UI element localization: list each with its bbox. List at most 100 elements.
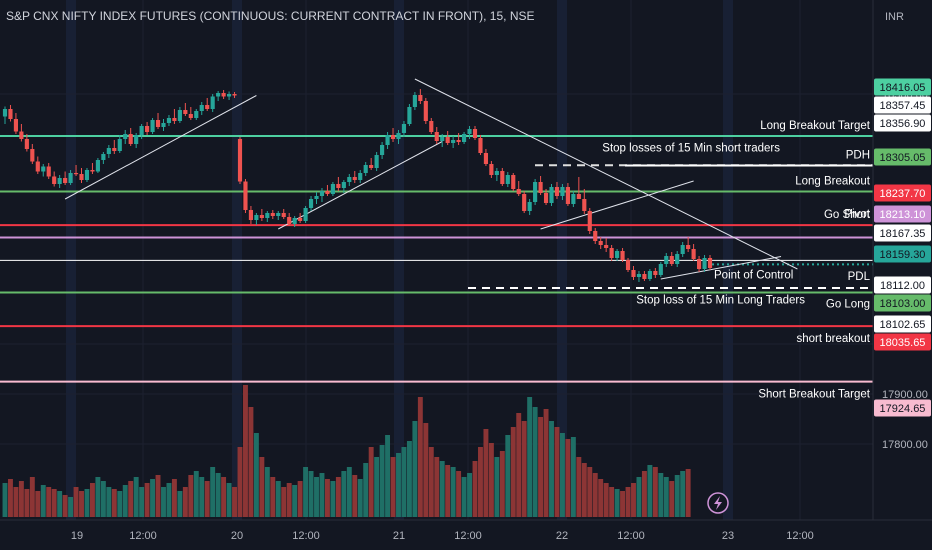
volume-bar <box>46 487 52 517</box>
volume-bar <box>40 485 46 517</box>
candle-body <box>24 139 29 149</box>
candle <box>401 121 407 137</box>
candle <box>483 149 489 166</box>
candle <box>604 238 609 252</box>
price-badge-background <box>874 245 931 263</box>
volume-bar <box>532 407 538 517</box>
volume-bar <box>215 473 221 517</box>
level-annotations: Long Breakout Target PDH Stop losses of 15… <box>602 120 871 401</box>
candle-body <box>128 134 133 144</box>
price-badge-text: 17924.65 <box>880 403 926 415</box>
volume-bar <box>210 467 216 517</box>
candle-body <box>63 178 68 183</box>
candle <box>95 158 100 173</box>
price-badge-background <box>874 148 931 166</box>
candle-body <box>19 131 24 139</box>
candle <box>150 118 155 134</box>
candle <box>620 248 625 262</box>
volume-bar <box>587 467 593 517</box>
volume-bar <box>18 481 24 517</box>
candle <box>210 94 215 112</box>
candle-body <box>194 111 199 118</box>
candle-body <box>112 148 117 151</box>
candle <box>511 173 516 191</box>
volume-bar <box>84 489 90 517</box>
candle <box>183 103 188 116</box>
time-tick-label: 22 <box>556 530 568 542</box>
candle <box>423 98 428 124</box>
candle <box>374 152 379 171</box>
candle-body <box>445 137 450 143</box>
candle <box>79 168 84 183</box>
candle-body <box>571 194 576 204</box>
go-short-label: Go Short <box>824 209 871 221</box>
candle <box>434 127 439 144</box>
candle-body <box>303 208 308 221</box>
volume-bar <box>510 427 516 517</box>
candle <box>270 210 275 219</box>
candle <box>216 91 221 101</box>
candle-body <box>330 184 335 194</box>
volume-bar <box>248 407 254 517</box>
volume-bar <box>401 447 407 517</box>
candle <box>199 102 204 115</box>
volume-bar <box>658 473 664 517</box>
volume-bar <box>346 467 352 517</box>
volume-bar <box>292 485 298 517</box>
candle <box>658 262 663 277</box>
candle <box>516 181 521 196</box>
candle-body <box>270 213 275 216</box>
candle-body <box>347 177 352 182</box>
point-of-control-label: Point of Control <box>714 269 793 281</box>
volume-bar <box>614 489 620 517</box>
candle-body <box>467 129 472 134</box>
volume-bar <box>478 447 483 517</box>
volume-bar <box>270 477 276 517</box>
volume-bar <box>204 481 210 517</box>
candle-body <box>188 114 193 118</box>
volume-bar <box>57 491 63 517</box>
volume-bars <box>2 385 691 517</box>
price-badge-text: 18112.00 <box>880 280 925 292</box>
candle <box>155 113 161 129</box>
candle <box>593 228 598 244</box>
candle <box>647 269 652 281</box>
volume-bar <box>598 479 604 517</box>
volume-bar <box>182 487 188 517</box>
volume-bar <box>538 417 544 517</box>
candle-body <box>390 135 396 139</box>
candle <box>467 126 472 139</box>
volume-bar <box>335 477 341 517</box>
candle <box>587 208 592 234</box>
price-badge-text: 18237.70 <box>880 188 926 200</box>
candle-body <box>396 133 401 139</box>
trend-line <box>278 141 443 230</box>
candle <box>625 258 631 272</box>
candle <box>194 109 199 120</box>
candle <box>500 168 505 186</box>
candle <box>429 118 434 134</box>
volume-bar <box>592 473 598 517</box>
volume-bar <box>674 475 680 517</box>
short-breakout-badge: 18035.65 <box>874 333 931 351</box>
volume-bar <box>499 451 505 517</box>
candle-body <box>41 166 46 172</box>
candle <box>292 216 297 227</box>
volume-bar <box>188 475 194 517</box>
volume-bar <box>221 477 227 517</box>
trend-line <box>660 256 782 280</box>
candle-body <box>642 274 647 279</box>
candle <box>686 237 691 252</box>
candle <box>412 92 417 110</box>
volume-bar <box>631 483 636 517</box>
candle-body <box>183 110 188 114</box>
candle <box>57 175 62 188</box>
volume-bar <box>166 483 172 517</box>
time-axis-background[interactable] <box>0 520 932 550</box>
lightning-icon[interactable] <box>707 492 729 514</box>
candle <box>325 185 330 196</box>
candle-body <box>423 101 428 121</box>
candle <box>696 256 702 272</box>
price-badge-background <box>874 294 931 312</box>
